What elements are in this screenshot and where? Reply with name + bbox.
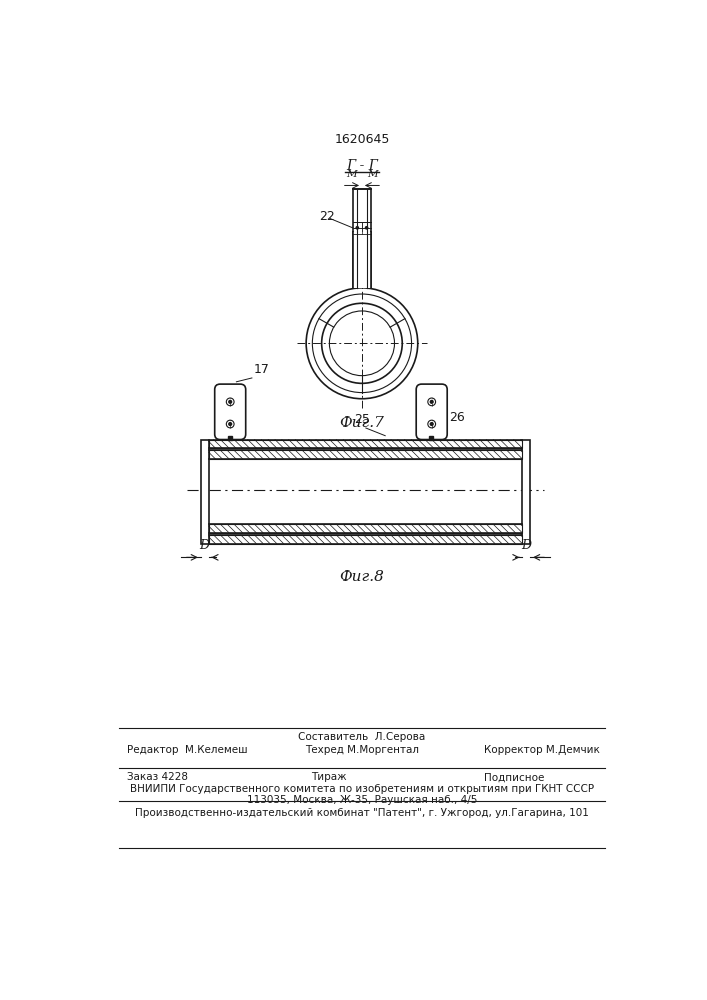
- Text: Редактор  М.Келемеш: Редактор М.Келемеш: [127, 745, 247, 755]
- Text: 17: 17: [253, 363, 269, 376]
- Text: Производственно-издательский комбинат "Патент", г. Ужгород, ул.Гагарина, 101: Производственно-издательский комбинат "П…: [135, 808, 589, 818]
- Text: D: D: [521, 539, 531, 552]
- Bar: [209, 450, 522, 459]
- Bar: [209, 535, 522, 544]
- Bar: [429, 436, 433, 440]
- Text: Тираж: Тираж: [311, 772, 346, 782]
- Text: 1620645: 1620645: [334, 133, 390, 146]
- Circle shape: [431, 400, 433, 403]
- Text: M: M: [367, 170, 378, 179]
- Text: 113035, Москва, Ж-35, Раушская наб., 4/5: 113035, Москва, Ж-35, Раушская наб., 4/5: [247, 795, 477, 805]
- Circle shape: [366, 227, 368, 229]
- Text: Фиг.7: Фиг.7: [339, 416, 385, 430]
- Text: Подписное: Подписное: [484, 772, 544, 782]
- Text: 25: 25: [354, 413, 370, 426]
- Text: Техред М.Моргентал: Техред М.Моргентал: [305, 745, 419, 755]
- Text: Фиг.8: Фиг.8: [339, 570, 385, 584]
- Text: D: D: [199, 539, 209, 552]
- FancyBboxPatch shape: [416, 384, 448, 440]
- Text: Заказ 4228: Заказ 4228: [127, 772, 188, 782]
- Circle shape: [229, 423, 232, 425]
- Circle shape: [431, 423, 433, 425]
- Text: ВНИИПИ Государственного комитета по изобретениям и открытиям при ГКНТ СССР: ВНИИПИ Государственного комитета по изоб…: [130, 784, 594, 794]
- Bar: [209, 524, 522, 533]
- Bar: [209, 440, 522, 448]
- Text: M: M: [346, 170, 357, 179]
- Circle shape: [229, 400, 232, 403]
- Bar: [201, 440, 209, 544]
- Text: Г - Г: Г - Г: [346, 159, 378, 173]
- Text: Составитель  Л.Серова: Составитель Л.Серова: [298, 732, 426, 742]
- Text: 26: 26: [449, 411, 464, 424]
- Circle shape: [356, 227, 358, 229]
- Text: Корректор М.Демчик: Корректор М.Демчик: [484, 745, 600, 755]
- FancyBboxPatch shape: [215, 384, 246, 440]
- Bar: [522, 440, 530, 544]
- Bar: [228, 436, 232, 440]
- Bar: [353, 232, 371, 288]
- Text: 22: 22: [320, 210, 335, 223]
